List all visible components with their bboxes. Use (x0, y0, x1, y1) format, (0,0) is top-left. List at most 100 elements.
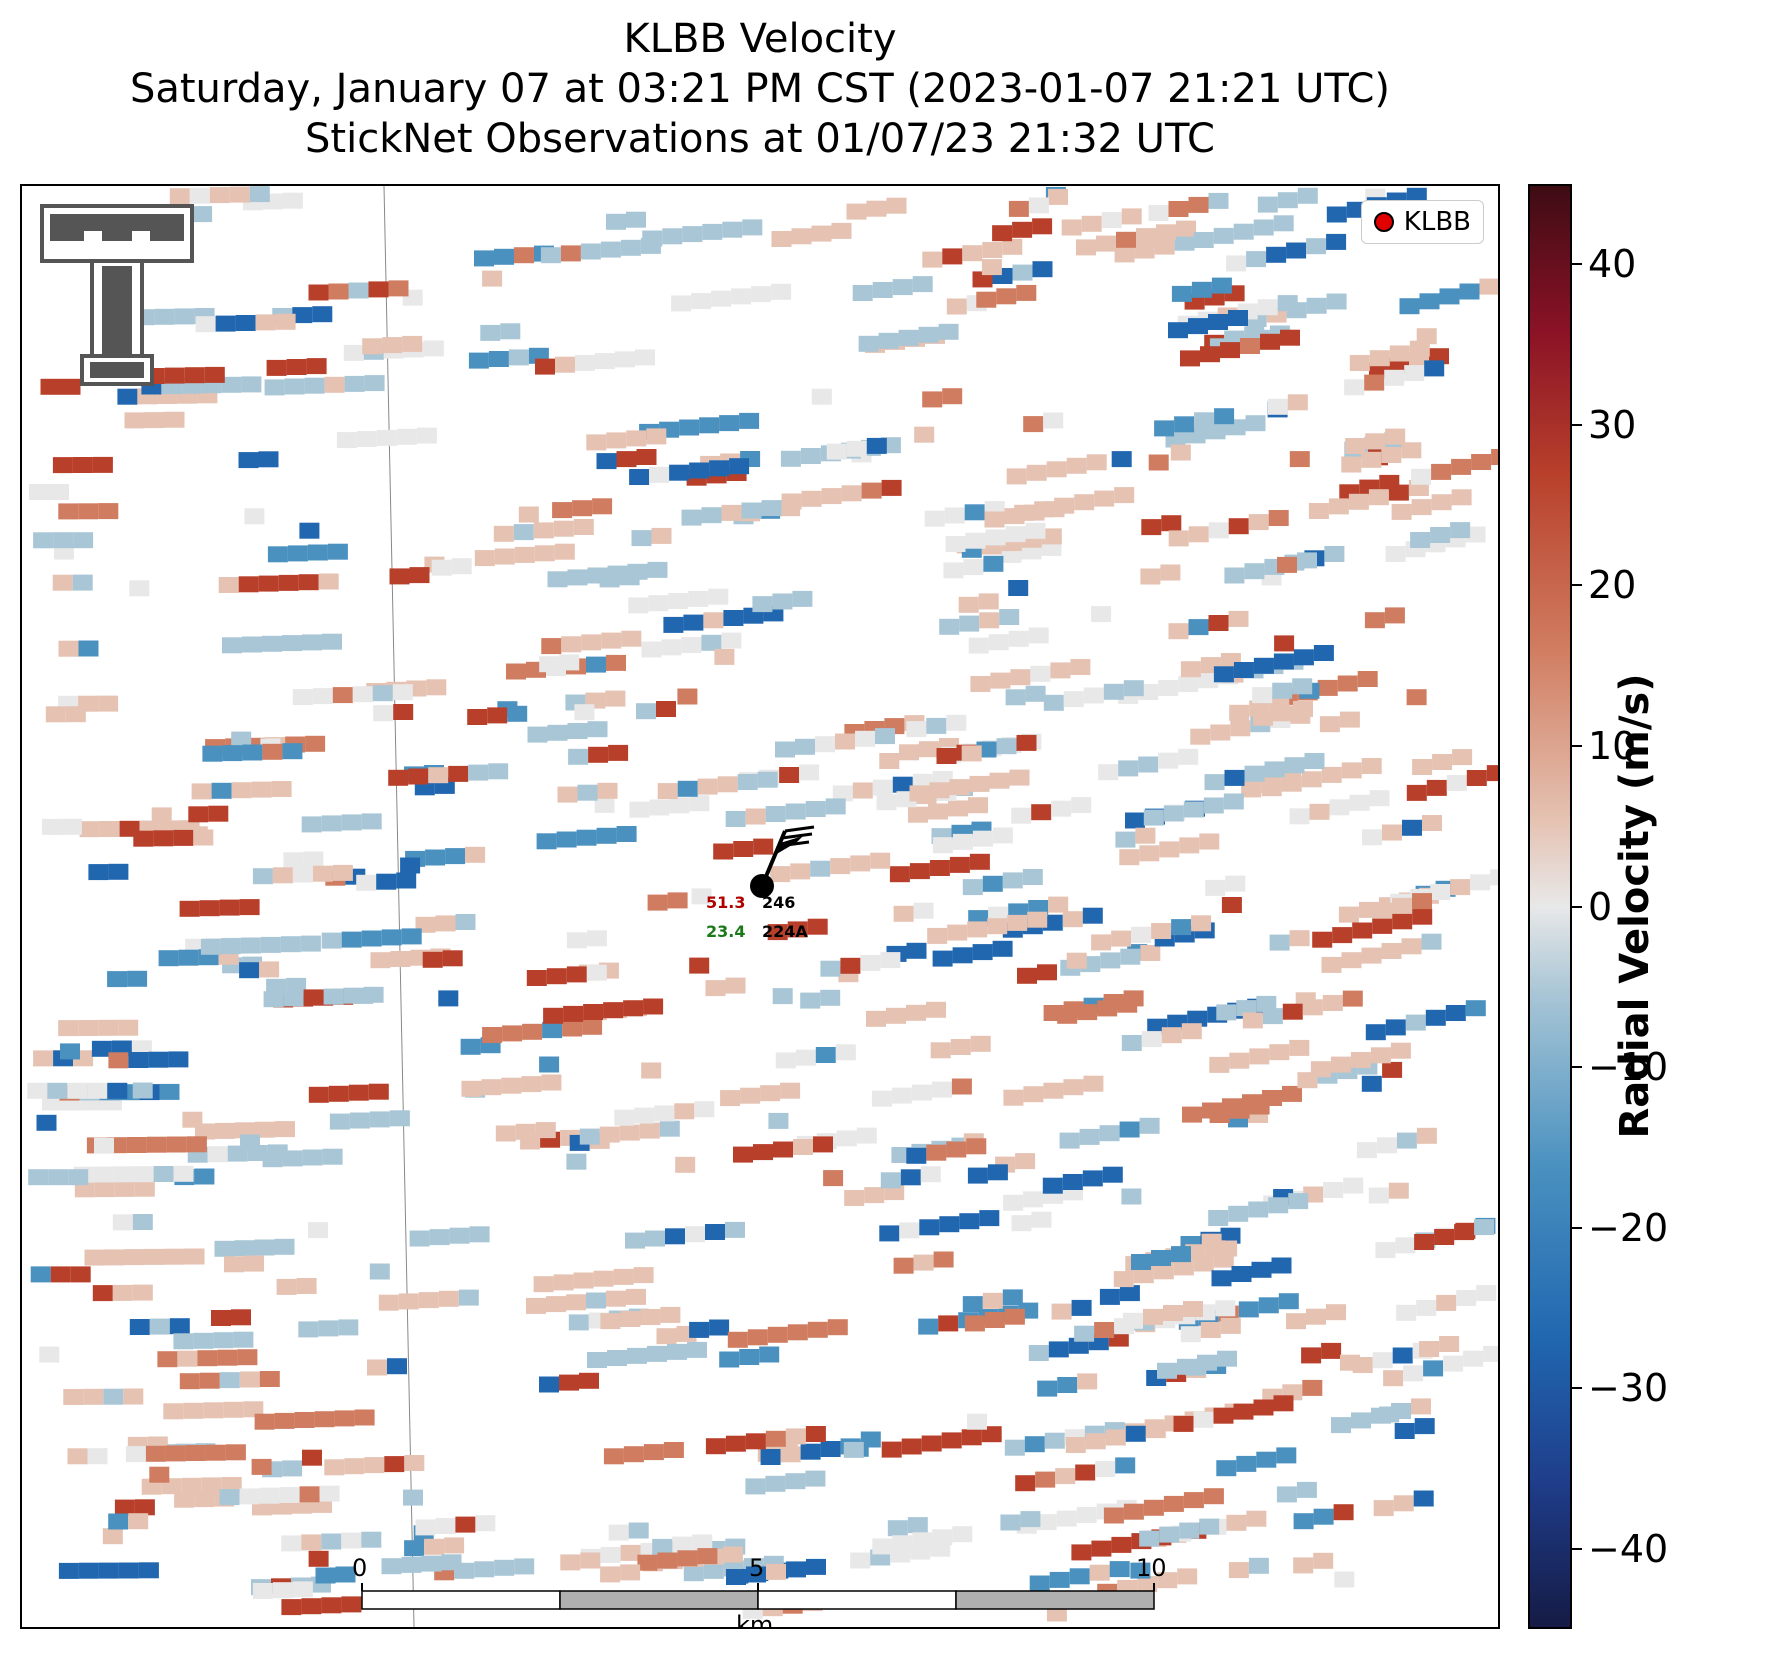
radar-gate (785, 1428, 806, 1445)
radar-gate (866, 1010, 886, 1027)
radar-gate (1109, 1561, 1130, 1578)
radar-gate (599, 1126, 620, 1143)
radar-gate (992, 225, 1013, 242)
radar-gate (1490, 869, 1498, 886)
radar-gate (329, 1113, 350, 1130)
colorbar-tick (1572, 905, 1582, 908)
radar-gate (725, 811, 746, 827)
radar-gate (252, 868, 273, 885)
radar-gate (1491, 449, 1498, 465)
radar-gate (341, 1596, 362, 1613)
radar-gate (988, 634, 1009, 651)
radar-gate (689, 957, 710, 974)
radar-gate (1251, 1261, 1272, 1278)
radar-gate (1174, 234, 1195, 251)
radar-gate (930, 1042, 951, 1059)
radar-gate (714, 648, 735, 665)
radar-gate (1349, 794, 1370, 811)
radar-gate (787, 921, 808, 938)
radar-gate (733, 1146, 753, 1163)
radar-gate (1241, 781, 1262, 798)
radar-gate (118, 1562, 139, 1579)
radar-gate (1326, 1304, 1346, 1321)
radar-gate (134, 1180, 155, 1197)
radar-gate (566, 966, 587, 983)
radar-gate (482, 1027, 503, 1043)
radar-gate (41, 818, 62, 835)
radar-gate (1075, 1464, 1096, 1481)
radar-gate (745, 808, 766, 825)
radar-gate (1310, 1061, 1331, 1078)
radar-gate (1229, 1102, 1250, 1119)
radar-gate (909, 863, 930, 880)
radar-gate (321, 932, 342, 949)
radar-gate (224, 1256, 244, 1273)
radar-gate (699, 417, 720, 434)
radar-gate (1277, 556, 1297, 573)
radar-gate (1425, 1009, 1446, 1026)
radar-gate (1253, 709, 1273, 726)
radar-gate (1082, 1170, 1103, 1187)
radar-gate (1224, 567, 1245, 584)
radar-gate (586, 1292, 606, 1309)
radar-gate (1191, 281, 1212, 298)
radar-gate (194, 1491, 215, 1508)
radar-gate (1432, 754, 1453, 770)
radar-gate (970, 676, 991, 692)
radar-gate (745, 1478, 766, 1495)
radar-gate (298, 574, 319, 591)
radar-gate (535, 358, 555, 375)
radar-gate (620, 1564, 641, 1581)
radar-gate (731, 288, 752, 305)
radar-gate (408, 768, 429, 785)
radar-gate (1208, 192, 1229, 209)
radar-gate (217, 1349, 238, 1366)
radar-gate (742, 219, 763, 236)
radar-gate (1043, 1082, 1064, 1099)
radar-map[interactable]: KLBB 51.3 246 23.4 224A 0 5 10 km (20, 184, 1500, 1629)
radar-gate (1406, 187, 1427, 204)
radar-gate (761, 500, 782, 517)
radar-gate (1156, 224, 1176, 241)
radar-gate (879, 753, 900, 769)
radar-gate (1148, 205, 1169, 221)
radar-gate (932, 837, 953, 854)
radar-gate (1103, 683, 1124, 700)
radar-gate (836, 1130, 857, 1147)
radar-gate (893, 905, 914, 922)
station-wind-direction: 246 (762, 893, 796, 912)
radar-gate (961, 745, 982, 762)
radar-gate (689, 1321, 710, 1338)
radar-gate (488, 351, 509, 367)
radar-gate (820, 1441, 841, 1457)
radar-gate (1431, 463, 1452, 480)
radar-gate (240, 1134, 260, 1151)
radar-gate (1381, 943, 1402, 959)
radar-gate (1179, 1522, 1200, 1539)
radar-gate (1421, 933, 1442, 950)
radar-gate (1284, 757, 1305, 774)
radar-gate (861, 482, 882, 499)
radar-gate (649, 799, 670, 816)
radar-gate (1329, 799, 1350, 816)
radar-gate (962, 1296, 983, 1313)
radar-gate (480, 324, 501, 341)
radar-gate (1411, 468, 1432, 485)
radar-gate (367, 1359, 387, 1376)
radar-gate (58, 503, 79, 520)
radar-gate (722, 221, 743, 238)
radar-gate (1048, 188, 1068, 205)
radar-gate (1094, 490, 1115, 507)
radar-gate (323, 988, 344, 1005)
radar-gate (1002, 238, 1023, 255)
radar-gate (893, 1257, 914, 1274)
radar-gate (826, 443, 847, 460)
radar-gate (494, 248, 514, 265)
radar-gate (1089, 1564, 1110, 1581)
radar-gate (913, 902, 934, 919)
radar-gate (1028, 197, 1049, 214)
radar-gate (992, 827, 1013, 844)
radar-gate (805, 801, 826, 817)
radar-gate (729, 458, 750, 475)
radar-gate (1262, 1008, 1283, 1025)
